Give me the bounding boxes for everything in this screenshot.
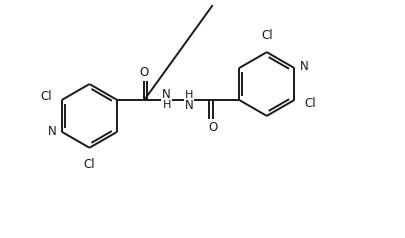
Text: O: O (208, 121, 217, 134)
Text: H: H (162, 100, 171, 110)
Text: N: N (185, 99, 193, 112)
Text: Cl: Cl (83, 158, 95, 171)
Text: N: N (161, 88, 170, 101)
Text: N: N (48, 125, 57, 138)
Text: O: O (139, 66, 148, 79)
Text: Cl: Cl (260, 29, 272, 42)
Text: Cl: Cl (304, 97, 315, 109)
Text: N: N (299, 60, 308, 73)
Text: H: H (184, 90, 192, 100)
Text: Cl: Cl (40, 89, 52, 103)
